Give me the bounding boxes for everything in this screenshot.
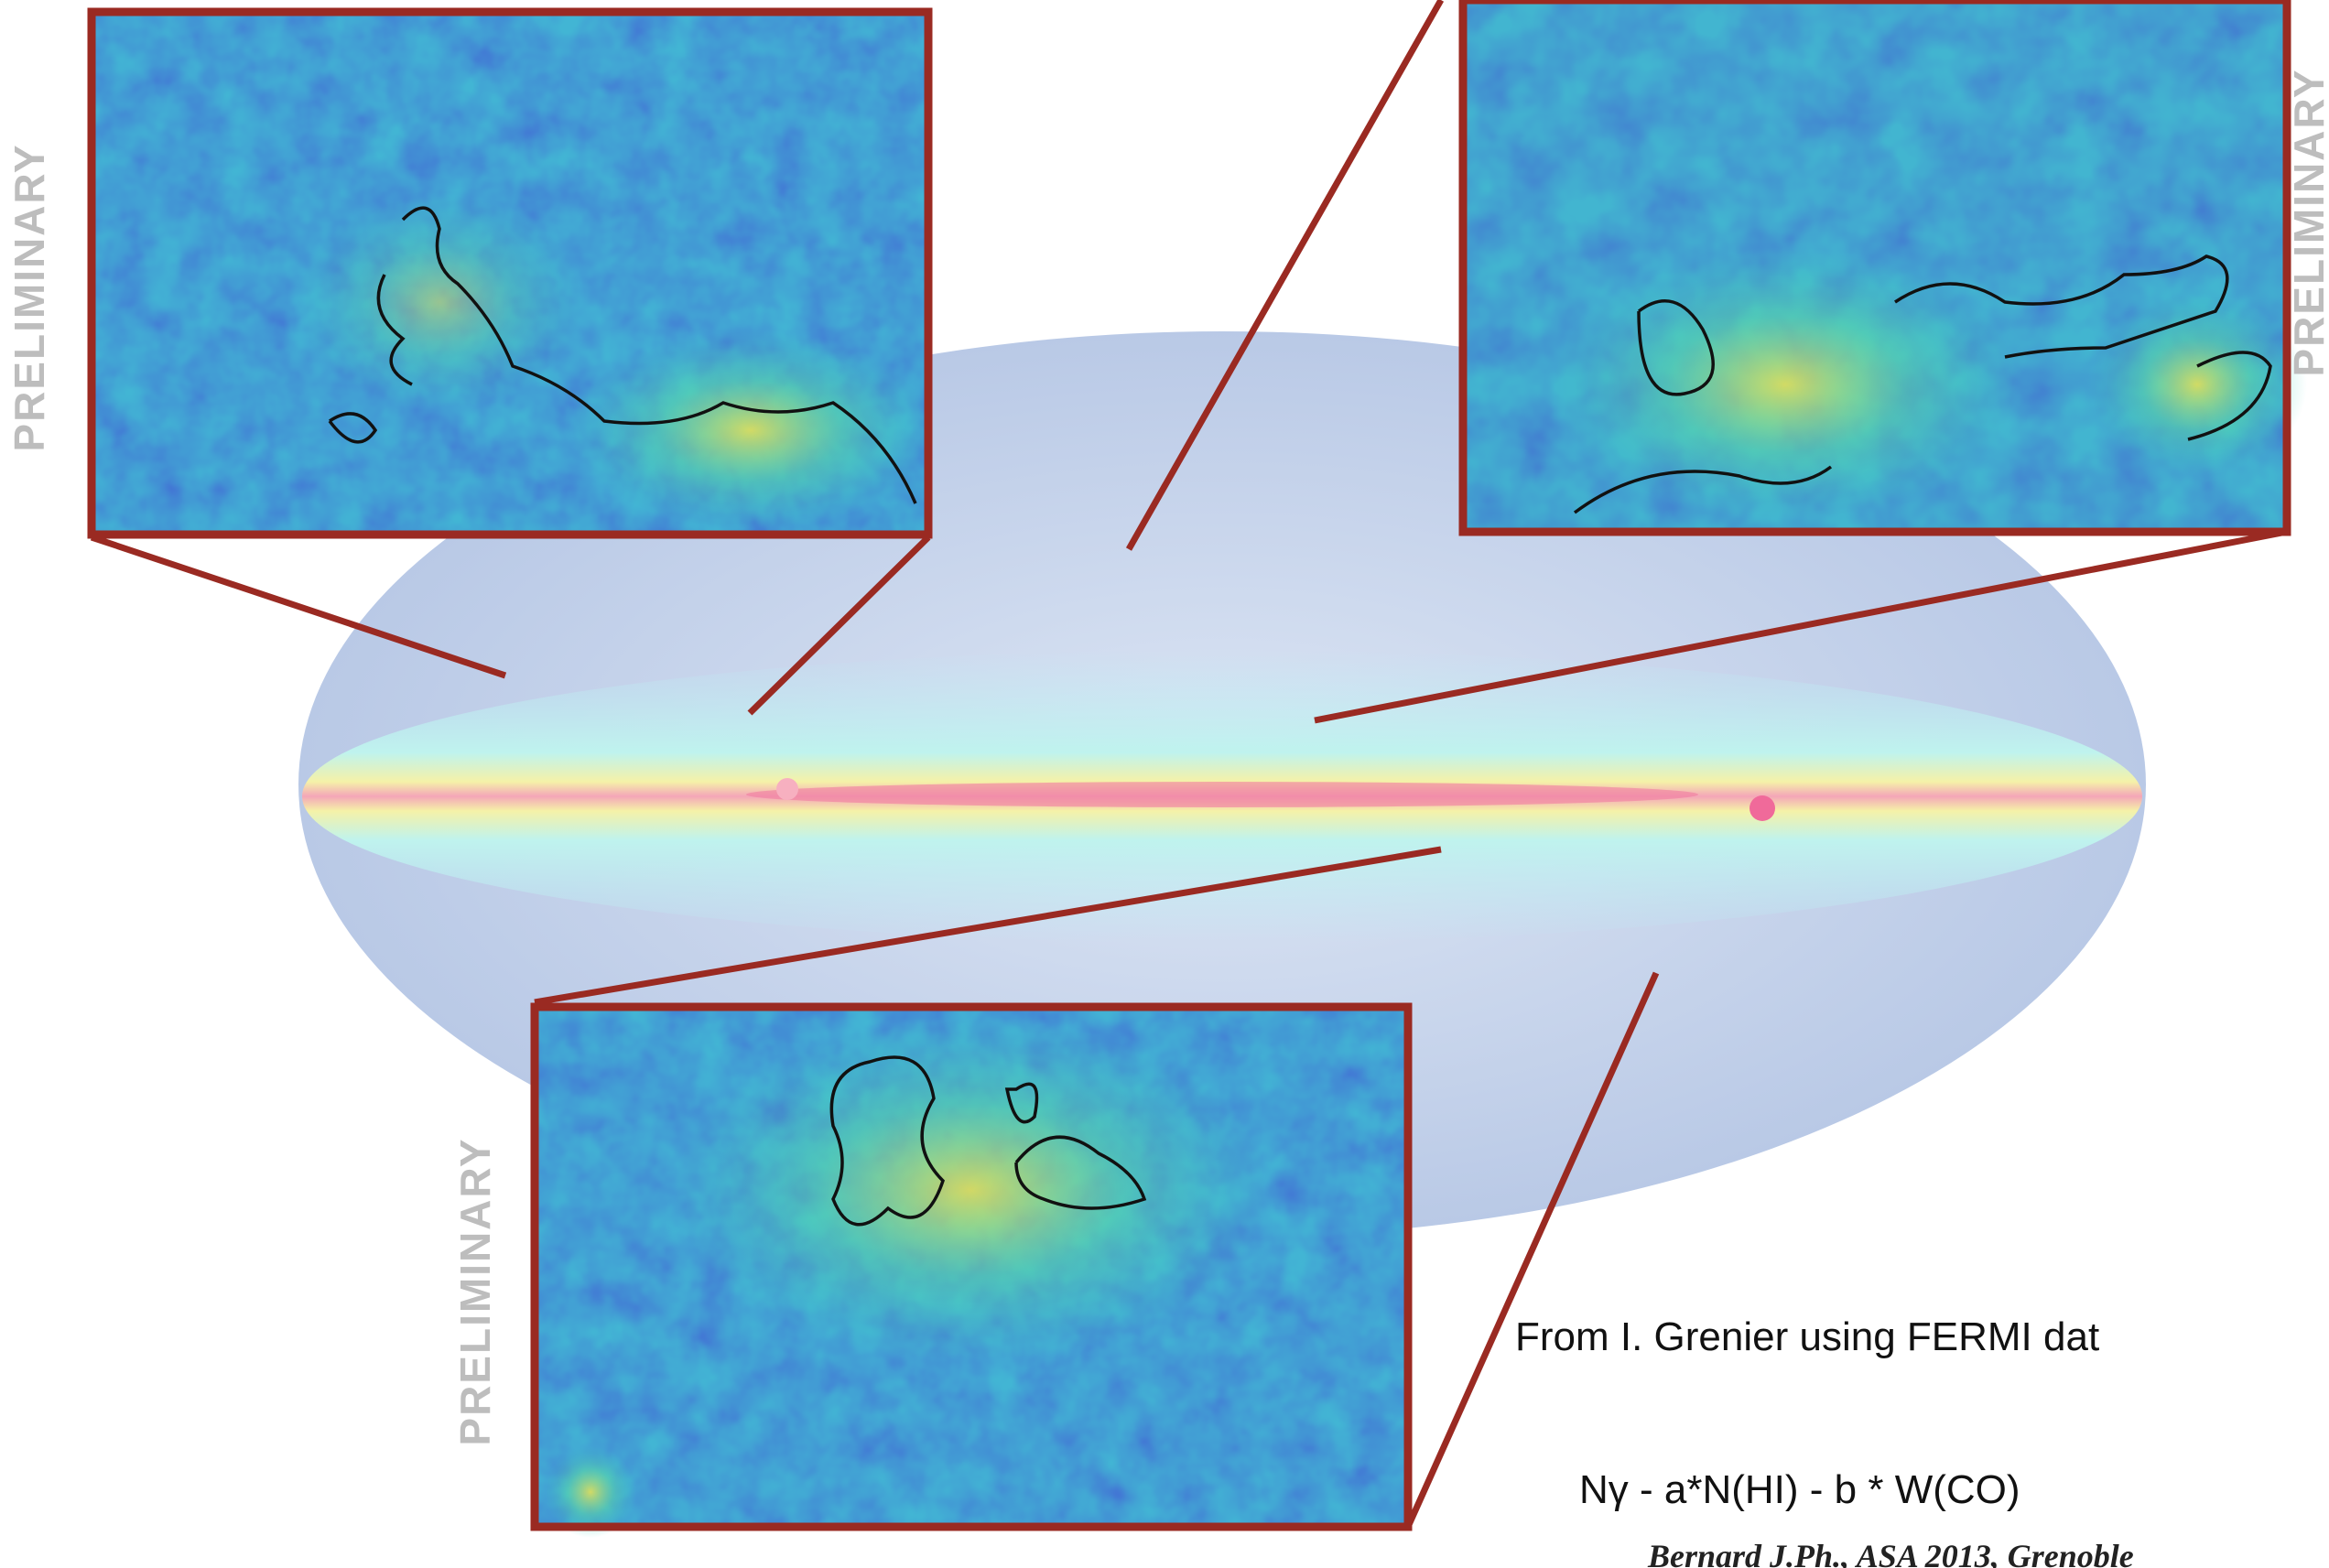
inset-map [1463, 0, 2307, 532]
inset-map [535, 1007, 1408, 1538]
formula: Nγ - a*N(HI) - b * W(CO) [1579, 1467, 2020, 1512]
watermark: PRELIMINARY [451, 1137, 499, 1445]
watermark: PRELIMINARY [5, 143, 53, 451]
credit: From I. Grenier using FERMI dat [1515, 1314, 2099, 1359]
slide: PRELIMINARY PRELIMINARY PRELIMINARY From… [0, 0, 2329, 1568]
reference: Bernard J.Ph., ASA 2013, Grenoble [1647, 1538, 2134, 1568]
watermark: PRELIMINARY [2285, 68, 2329, 376]
inset-map [92, 12, 934, 535]
